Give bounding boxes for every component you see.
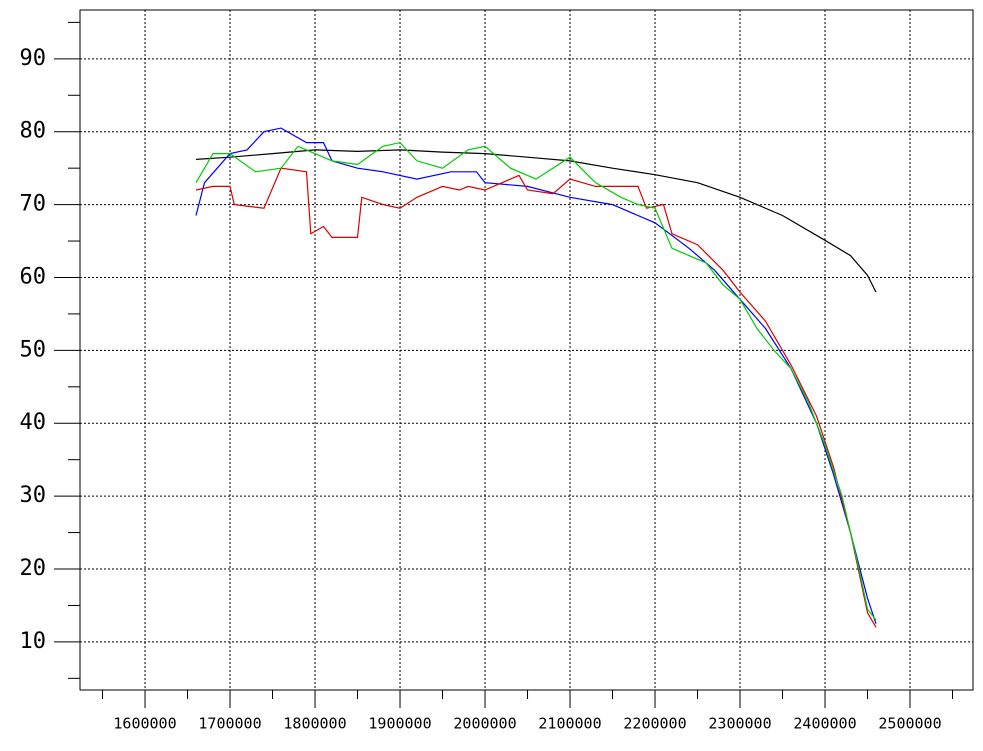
x-tick-label: 2500000 (878, 715, 941, 733)
y-tick-label: 30 (20, 483, 47, 508)
y-tick-label: 20 (20, 556, 47, 581)
y-tick-label: 70 (20, 192, 47, 217)
data-line (195, 149, 877, 293)
y-tick-label: 60 (20, 264, 47, 289)
x-tick-label: 2200000 (623, 715, 686, 733)
y-tick-label: 50 (20, 337, 47, 362)
data-line (195, 167, 877, 628)
x-tick-label: 1800000 (283, 715, 346, 733)
x-tick-label: 2100000 (538, 715, 601, 733)
y-tick-label: 80 (20, 119, 47, 144)
y-tick-label: 40 (20, 410, 47, 435)
x-tick-label: 1700000 (198, 715, 261, 733)
y-tick-label: 10 (20, 629, 47, 654)
data-line (195, 141, 877, 621)
data-line (195, 127, 877, 624)
y-tick-label: 90 (20, 46, 47, 71)
x-tick-label: 2300000 (708, 715, 771, 733)
x-tick-label: 2000000 (453, 715, 516, 733)
x-tick-label: 2400000 (793, 715, 856, 733)
x-tick-label: 1900000 (368, 715, 431, 733)
x-tick-label: 1600000 (113, 715, 176, 733)
